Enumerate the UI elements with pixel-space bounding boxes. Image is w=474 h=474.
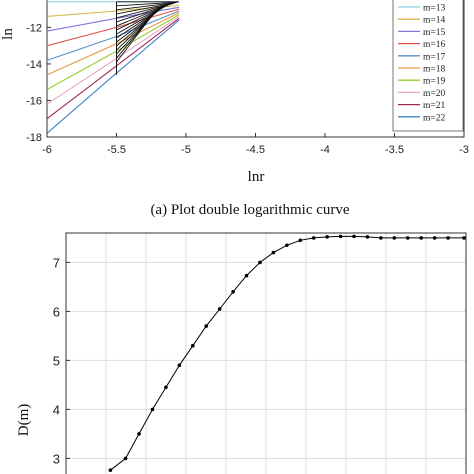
top-y-tick-label: -18 (26, 132, 42, 144)
top-legend: m=13 m=14 m=15 m=16 m=17 m=18 m=19 m=20 m=21 m=22 (392, 0, 464, 132)
top-y-axis-label: ln (0, 28, 16, 40)
top-x-tick-label: -3 (459, 144, 469, 156)
legend-label-m15: m=15 (423, 28, 445, 38)
top-y-tick-label: -14 (26, 59, 42, 71)
series-line-m21 (47, 17, 180, 120)
double-log-chart: -6 -5.5 -5 -4.5 -4 -3.5 -3 -18 -16 -14 -12 ln lnr… (0, 0, 469, 218)
dm-curve-point (204, 324, 209, 328)
bottom-y-tick-label: 5 (53, 353, 60, 368)
bottom-y-tick-label: 6 (53, 304, 60, 319)
bottom-y-tick-label: 4 (53, 402, 60, 417)
dm-curve-point (164, 385, 168, 390)
legend-label-m14: m=14 (423, 16, 445, 26)
black-fan-line (116, 2, 177, 11)
dm-curve-point (258, 260, 262, 265)
dm-curve-point (298, 238, 303, 243)
dm-curve-point (231, 290, 235, 294)
dm-curve-point (190, 343, 195, 348)
dm-chart: 3 4 5 6 7 D(m) (16, 232, 467, 474)
top-x-tick-label: -5 (181, 144, 191, 156)
dm-curve-point (311, 236, 316, 240)
legend-label-m13: m=13 (423, 4, 445, 14)
dm-curve-point (325, 235, 329, 239)
dm-curve-point (137, 432, 141, 436)
dm-curve-point (244, 273, 249, 278)
dm-curve-line (110, 235, 464, 471)
black-fan-line (116, 2, 175, 15)
series-line-m18 (47, 12, 180, 76)
series-line-m19 (47, 14, 180, 90)
top-x-tick-label: -4.5 (246, 144, 265, 156)
series-line-m20 (47, 15, 180, 105)
dm-curve-point (338, 234, 343, 239)
dm-curve-point (108, 468, 113, 472)
dm-curve-point (365, 235, 370, 239)
dm-curve-point (405, 236, 410, 240)
dm-curve-point (352, 234, 356, 239)
legend-box (392, 0, 464, 132)
legend-label-m21: m=21 (423, 101, 445, 111)
black-fan-line (116, 2, 174, 19)
bottom-plot-frame (65, 232, 467, 474)
dm-curve-point (123, 456, 128, 461)
legend-label-m17: m=17 (423, 52, 445, 62)
black-fan-line (116, 1, 178, 7)
top-y-tick-label: -16 (26, 95, 42, 107)
dm-curve-point (462, 236, 466, 240)
dm-curve-point (285, 243, 289, 248)
legend-label-m22: m=22 (423, 113, 445, 123)
black-fan-line (116, 7, 159, 63)
top-x-tick-label: -6 (42, 144, 52, 156)
top-x-tick-label: -3.5 (385, 144, 404, 156)
dm-curve-point (419, 236, 424, 240)
dm-curve-point (432, 236, 437, 240)
dm-curve-point (446, 236, 450, 240)
dm-curve-point (217, 307, 222, 311)
top-y-tick-label: -12 (26, 22, 42, 34)
series-line-m22 (47, 19, 180, 134)
legend-label-m16: m=16 (423, 40, 445, 50)
bottom-y-tick-label: 7 (53, 255, 60, 270)
legend-label-m19: m=19 (423, 77, 445, 87)
dm-curve-point (271, 250, 276, 255)
legend-label-m20: m=20 (423, 89, 445, 99)
top-x-axis-label: lnr (248, 169, 265, 185)
top-chart-caption: (a) Plot double logarithmic curve (150, 202, 349, 218)
legend-label-m18: m=18 (423, 65, 445, 75)
dm-curve-point (392, 236, 397, 240)
top-x-tick-label: -4 (320, 144, 330, 156)
bottom-y-tick-label: 3 (53, 451, 60, 466)
dm-curve-point (150, 407, 155, 412)
dm-curve-point (379, 236, 383, 240)
top-x-tick-label: -5.5 (107, 144, 126, 156)
bottom-y-axis-label: D(m) (16, 404, 32, 437)
dm-curve-point (177, 363, 182, 368)
